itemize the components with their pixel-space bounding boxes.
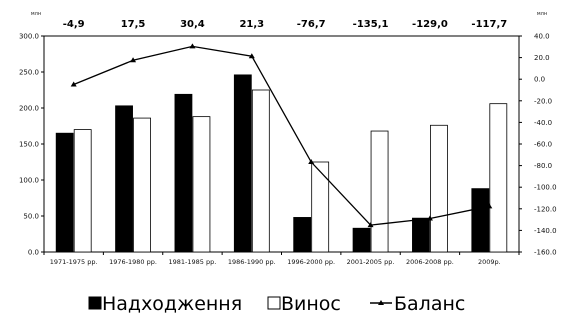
right-axis-tick-label: -100.0: [534, 184, 557, 192]
legend-swatch-nadkhodzhennia: [88, 296, 102, 310]
right-axis-tick-label: -60.0: [534, 141, 552, 149]
top-value-label: -129,0: [412, 19, 448, 30]
right-axis-unit: млн: [537, 11, 547, 17]
right-axis-tick-label: -160.0: [534, 249, 557, 257]
right-axis-tick-label: 0.0: [534, 76, 545, 84]
top-value-label: 30,4: [180, 19, 205, 30]
left-axis-tick-label: 250.0: [19, 69, 39, 77]
left-axis-unit: млн: [31, 11, 41, 17]
left-axis-tick-label: 50.0: [23, 213, 39, 221]
bar-nadkhodzhennia: [293, 217, 312, 253]
balance-point: [367, 222, 374, 228]
bar-vynos: [489, 103, 508, 253]
top-value-label: 21,3: [239, 19, 264, 30]
bar-vynos: [311, 161, 330, 253]
bars: [55, 74, 508, 253]
balance-point: [70, 81, 77, 87]
legend: Надходження Винос Баланс: [88, 293, 465, 315]
balance-point: [308, 159, 315, 165]
left-axis-unit-label: млн: [31, 11, 41, 17]
x-axis-category-label: 1971-1975 рр.: [50, 258, 98, 266]
balance-line: [70, 43, 493, 228]
balance-point: [248, 53, 255, 59]
left-axis-tick-label: 300.0: [19, 33, 39, 41]
right-axis-tick-label: 20.0: [534, 54, 550, 62]
top-value-label: -4,9: [63, 19, 85, 30]
top-value-label: -135,1: [353, 19, 389, 30]
x-axis-category-label: 2009р.: [478, 258, 501, 266]
x-axis-category-label: 2006-2008 рр.: [406, 258, 454, 266]
bar-vynos: [192, 116, 211, 253]
x-axis-category-label: 2001-2005 рр.: [347, 258, 395, 266]
balance-point: [426, 215, 433, 221]
bar-vynos: [73, 129, 92, 253]
bar-nadkhodzhennia: [352, 227, 371, 253]
x-axis-category-label: 1976-1980 рр.: [109, 258, 157, 266]
bar-nadkhodzhennia: [412, 217, 430, 253]
top-value-label: -117,7: [471, 19, 507, 30]
legend-label-balans: Баланс: [394, 293, 465, 315]
right-axis: -160.0 -140.0 -120.0 -100.0 -80.0 -60.0 -40.0 -…: [519, 33, 557, 257]
bar-nadkhodzhennia: [55, 132, 74, 253]
left-axis-tick-label: 200.0: [19, 105, 39, 113]
top-value-label: 17,5: [121, 19, 146, 30]
left-axis-tick-label: 150.0: [19, 141, 39, 149]
balance-point: [130, 57, 137, 63]
legend-label-nadkhodzhennia: Надходження: [102, 293, 242, 315]
right-axis-tick-label: -80.0: [534, 162, 552, 170]
x-axis-category-label: 1986-1990 рр.: [228, 258, 276, 266]
x-axis: 1971-1975 рр. 1976-1980 рр. 1981-1985 рр. 1…: [43, 252, 520, 266]
legend-label-vynos: Винос: [281, 293, 341, 315]
right-axis-unit-label: млн: [537, 11, 547, 17]
right-axis-tick-label: -120.0: [534, 205, 557, 213]
bar-nadkhodzhennia: [233, 74, 252, 253]
legend-marker-balans: [378, 300, 384, 305]
x-axis-category-label: 1996-2000 рр.: [287, 258, 335, 266]
bar-vynos: [370, 130, 389, 253]
left-axis: 0.0 50.0 100.0 150.0 200.0 250.0 300.0: [19, 33, 44, 257]
bar-nadkhodzhennia: [115, 105, 133, 253]
bar-nadkhodzhennia: [174, 93, 193, 253]
top-labels: -4,9 17,5 30,4 21,3 -76,7 -135,1 -129,0 -117,7: [63, 19, 507, 30]
x-axis-category-label: 1981-1985 рр.: [169, 258, 217, 266]
balance-point: [486, 203, 493, 209]
balance-point: [189, 43, 196, 49]
right-axis-tick-label: -140.0: [534, 227, 557, 235]
bar-vynos: [430, 124, 448, 253]
left-axis-tick-label: 100.0: [19, 177, 39, 185]
bar-nadkhodzhennia: [471, 188, 490, 253]
balance-line-path: [73, 45, 490, 226]
right-axis-tick-label: 40.0: [534, 33, 550, 41]
left-axis-tick-label: 0.0: [28, 249, 39, 257]
right-axis-tick-label: -20.0: [534, 97, 552, 105]
right-axis-tick-label: -40.0: [534, 119, 552, 127]
bar-vynos: [133, 117, 151, 253]
bar-vynos: [251, 89, 270, 253]
legend-swatch-vynos: [267, 296, 281, 310]
top-value-label: -76,7: [297, 19, 326, 30]
